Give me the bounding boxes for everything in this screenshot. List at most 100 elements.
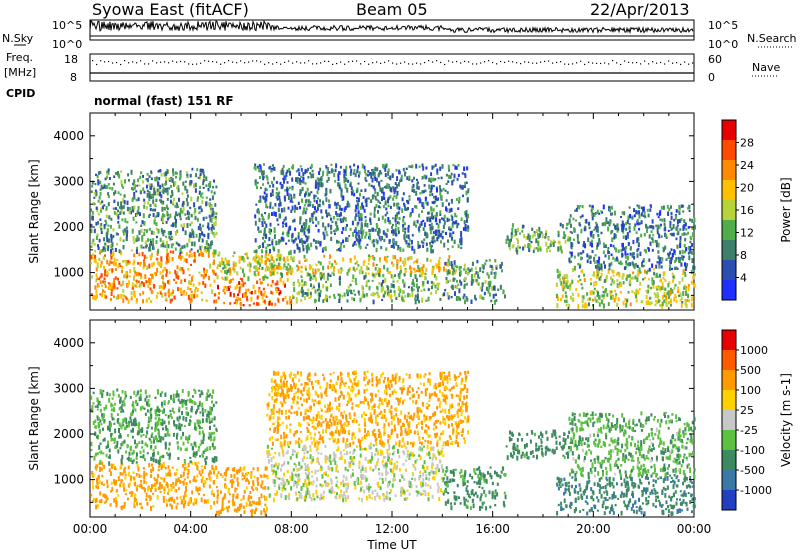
heatmap-cell (213, 424, 216, 427)
heatmap-cell (154, 203, 157, 208)
heatmap-cell (289, 265, 292, 271)
heatmap-cell (661, 218, 664, 222)
heatmap-cell (368, 254, 370, 257)
heatmap-cell (258, 267, 261, 270)
heatmap-cell (438, 282, 441, 285)
heatmap-cell (349, 183, 352, 188)
heatmap-cell (128, 207, 131, 211)
heatmap-cell (140, 276, 143, 280)
heatmap-cell (158, 285, 161, 289)
heatmap-cell (168, 442, 171, 446)
nave-dot (416, 62, 418, 64)
heatmap-cell (221, 257, 224, 263)
heatmap-cell (121, 472, 124, 476)
heatmap-cell (130, 297, 133, 301)
heatmap-cell (268, 184, 271, 188)
heatmap-cell (167, 400, 170, 403)
heatmap-cell (154, 487, 157, 492)
heatmap-cell (196, 294, 199, 298)
heatmap-cell (111, 268, 114, 272)
heatmap-cell (132, 452, 135, 455)
heatmap-cell (658, 226, 661, 229)
heatmap-cell (118, 262, 121, 266)
heatmap-cell (451, 284, 454, 290)
heatmap-cell (303, 227, 306, 230)
heatmap-cell (125, 236, 128, 242)
heatmap-cell (601, 294, 604, 298)
heatmap-cell (221, 276, 224, 280)
heatmap-cell (510, 232, 513, 235)
heatmap-cell (158, 177, 161, 181)
heatmap-cell (243, 282, 246, 285)
heatmap-cell (300, 265, 303, 269)
heatmap-cell (112, 207, 115, 210)
heatmap-cell (561, 284, 564, 289)
heatmap-cell (395, 296, 398, 301)
heatmap-cell (195, 486, 198, 491)
heatmap-cell (97, 399, 99, 403)
freq-panel-frame (89, 53, 695, 82)
heatmap-cell (426, 257, 429, 262)
heatmap-cell (653, 292, 656, 295)
heatmap-cell (312, 173, 315, 179)
heatmap-cell (110, 261, 113, 264)
heatmap-cell (269, 222, 272, 227)
heatmap-cell (242, 268, 244, 273)
heatmap-cell (493, 299, 496, 305)
heatmap-cell (255, 183, 258, 187)
heatmap-cell (465, 210, 468, 214)
heatmap-cell (143, 254, 146, 260)
heatmap-cell (450, 261, 453, 266)
heatmap-cell (256, 181, 259, 184)
heatmap-cell (423, 184, 426, 187)
heatmap-cell (372, 168, 375, 174)
heatmap-cell (382, 164, 385, 169)
heatmap-cell (591, 290, 593, 295)
heatmap-cell (463, 166, 466, 171)
heatmap-cell (133, 477, 136, 480)
heatmap-cell (196, 217, 199, 222)
heatmap-cell (174, 247, 177, 251)
heatmap-cell (356, 197, 359, 200)
heatmap-cell (431, 271, 434, 275)
heatmap-cell (658, 299, 661, 303)
heatmap-cell (203, 465, 206, 469)
heatmap-cell (304, 193, 306, 198)
heatmap-cell (332, 216, 335, 220)
heatmap-cell (234, 262, 237, 267)
heatmap-cell (335, 262, 338, 265)
heatmap-cell (308, 247, 311, 251)
heatmap-cell (432, 282, 435, 285)
heatmap-cell (439, 266, 442, 271)
heatmap-cell (441, 236, 444, 240)
heatmap-cell (160, 484, 163, 489)
heatmap-cell (373, 171, 376, 176)
heatmap-cell (276, 280, 279, 286)
heatmap-cell (306, 228, 309, 232)
heatmap-cell (170, 195, 173, 199)
heatmap-cell (95, 504, 98, 510)
heatmap-cell (257, 271, 260, 277)
heatmap-cell (139, 502, 142, 505)
heatmap-cell (384, 213, 387, 217)
heatmap-cell (146, 452, 149, 455)
heatmap-cell (282, 177, 285, 180)
heatmap-cell (296, 206, 299, 210)
heatmap-cell (652, 284, 655, 289)
heatmap-cell (95, 278, 98, 283)
heatmap-cell (322, 200, 325, 205)
heatmap-cell (271, 268, 273, 271)
heatmap-cell (135, 394, 138, 397)
heatmap-cell (568, 238, 571, 242)
heatmap-cell (408, 286, 410, 289)
heatmap-cell (601, 286, 604, 289)
heatmap-cell (96, 477, 98, 483)
heatmap-cell (644, 215, 647, 219)
heatmap-cell (228, 286, 231, 291)
heatmap-cell (129, 477, 132, 481)
heatmap-cell (439, 188, 442, 192)
heatmap-cell (670, 211, 673, 215)
heatmap-cell (187, 469, 190, 474)
heatmap-cell (99, 408, 102, 413)
heatmap-cell (182, 441, 185, 446)
